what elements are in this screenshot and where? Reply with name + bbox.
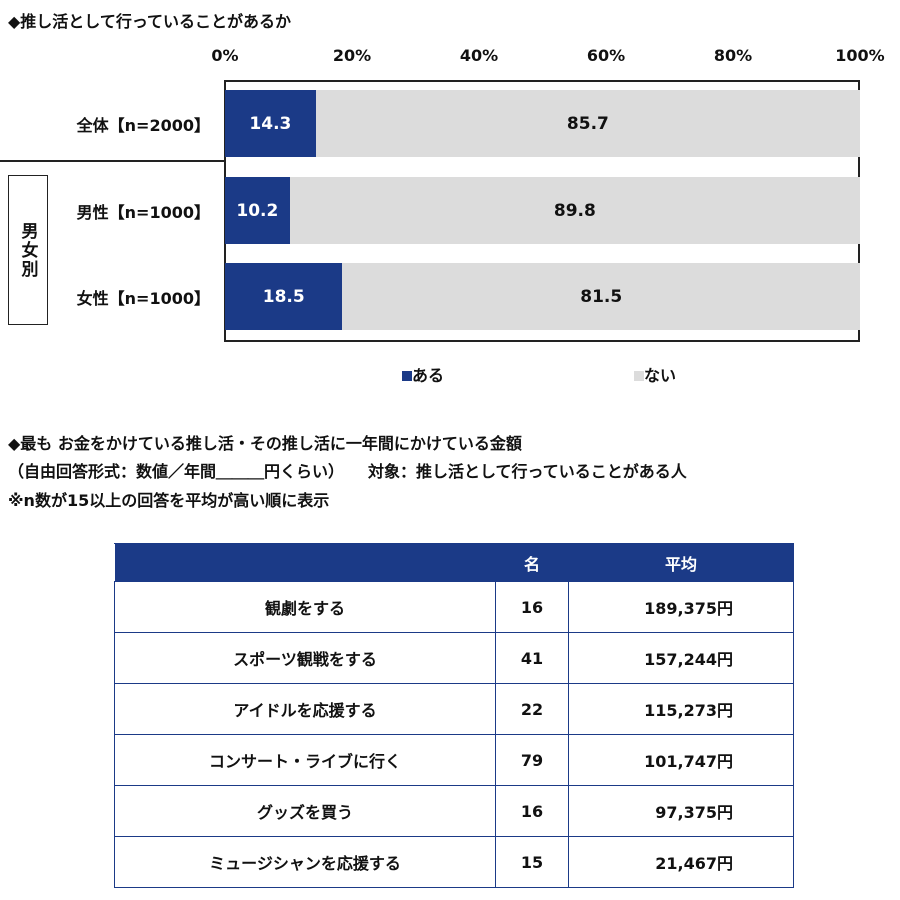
item-cell: コンサート・ライブに行く (114, 734, 496, 786)
bar-nai (289, 177, 860, 244)
category-label: 女性【n=1000】 (76, 289, 210, 308)
n-cell: 41 (495, 632, 569, 684)
item-cell: アイドルを応援する (114, 683, 496, 735)
x-tick-label: 60% (586, 46, 626, 65)
data-label: 18.5 (262, 287, 305, 307)
legend-swatch (634, 371, 644, 381)
bar-nai (315, 90, 860, 157)
n-cell: 16 (495, 785, 569, 837)
table-row: グッズを買う 16 97,375円 (114, 785, 794, 837)
table-note: ※n数が15以上の回答を平均が高い順に表示 (8, 491, 330, 510)
legend-label: ある (412, 366, 445, 385)
data-label: 85.7 (566, 114, 609, 134)
category-label: 男性【n=1000】 (76, 203, 210, 222)
average-cell: 21,467円 (568, 836, 794, 888)
item-cell: 観劇をする (114, 581, 496, 633)
table-title: ◆最も お金をかけている推し活・その推し活に一年間にかけている金額 (8, 434, 522, 453)
n-cell: 79 (495, 734, 569, 786)
item-cell: グッズを買う (114, 785, 496, 837)
table-row: コンサート・ライブに行く 79 101,747円 (114, 734, 794, 786)
average-cell: 115,273円 (568, 683, 794, 735)
spending-table: 名 平均 観劇をする 16 189,375円 スポーツ観戦をする 41 157,244円ア… (114, 543, 794, 888)
data-label: 89.8 (553, 201, 596, 221)
n-cell: 15 (495, 836, 569, 888)
category-label: 全体【n=2000】 (76, 116, 210, 135)
header-n: 名 (495, 543, 569, 582)
bar-aru (225, 177, 290, 244)
x-tick-label: 20% (332, 46, 372, 65)
group-label: 男女別 (8, 175, 48, 325)
data-label: 14.3 (249, 114, 292, 134)
item-cell: スポーツ観戦をする (114, 632, 496, 684)
data-label: 81.5 (580, 287, 623, 307)
header-average: 平均 (568, 543, 794, 582)
table-row: スポーツ観戦をする 41 157,244円 (114, 632, 794, 684)
group-divider (0, 160, 225, 162)
average-cell: 189,375円 (568, 581, 794, 633)
data-label: 10.2 (236, 201, 279, 221)
table-row: ミュージシャンを応援する 15 21,467円 (114, 836, 794, 888)
table-row: アイドルを応援する 22 115,273円 (114, 683, 794, 735)
x-tick-label: 0% (211, 46, 239, 65)
bar-nai (342, 263, 860, 330)
table-subtitle: （自由回答形式：数値／年間＿＿＿円くらい） 対象：推し活として行っていることがあ… (8, 462, 687, 481)
x-tick-label: 100% (835, 46, 885, 65)
legend-item-aru: ある (402, 362, 444, 386)
x-tick-label: 80% (713, 46, 753, 65)
average-cell: 101,747円 (568, 734, 794, 786)
legend-label: ない (644, 366, 677, 385)
table-row: 観劇をする 16 189,375円 (114, 581, 794, 633)
chart-title: ◆推し活として行っていることがあるか (8, 12, 292, 31)
n-cell: 16 (495, 581, 569, 633)
legend-swatch (402, 371, 412, 381)
header-item (114, 543, 496, 582)
legend-item-nai: ない (634, 362, 676, 386)
average-cell: 97,375円 (568, 785, 794, 837)
average-cell: 157,244円 (568, 632, 794, 684)
item-cell: ミュージシャンを応援する (114, 836, 496, 888)
x-tick-label: 40% (459, 46, 499, 65)
n-cell: 22 (495, 683, 569, 735)
bar-aru (225, 90, 316, 157)
bar-aru (225, 263, 343, 330)
